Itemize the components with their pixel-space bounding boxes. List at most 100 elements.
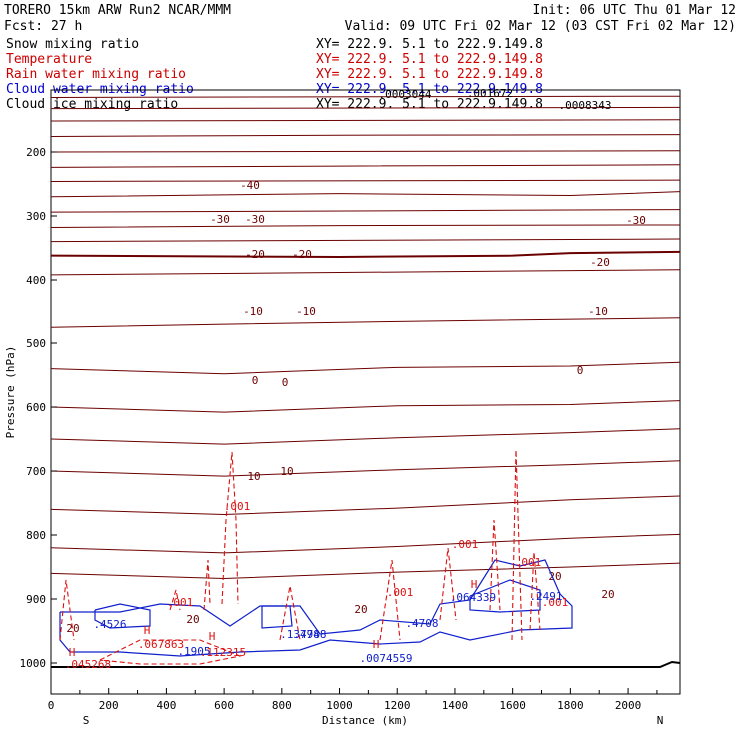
- field-range: XY= 222.9. 5.1 to 222.9.149.8: [316, 67, 543, 82]
- field-range: XY= 222.9. 5.1 to 222.9.149.8: [316, 52, 543, 67]
- cloud-water-label: .13798: [280, 628, 320, 641]
- temperature-label: -30: [210, 213, 230, 226]
- rain-contour: [529, 551, 541, 631]
- y-tick-label: 500: [26, 337, 46, 350]
- temperature-label: -10: [243, 305, 263, 318]
- cloud-water-contour: [261, 605, 293, 629]
- cloud-water-label: .2491: [529, 590, 562, 603]
- y-tick-label: 400: [26, 274, 46, 287]
- rain-contour: [99, 639, 242, 665]
- y-tick-label: 200: [26, 146, 46, 159]
- temperature-label: -30: [245, 213, 265, 226]
- field-range: XY= 222.9. 5.1 to 222.9.149.8: [316, 37, 543, 52]
- rain-label: .001: [167, 596, 194, 609]
- isotherm-line: [50, 495, 681, 516]
- header-init: Init: 06 UTC Thu 01 Mar 12: [533, 3, 737, 18]
- temperature-label: -10: [588, 305, 608, 318]
- x-axis-label: Distance (km): [322, 714, 408, 727]
- isotherm-line: [50, 400, 681, 413]
- isotherm-line: [50, 150, 681, 153]
- isotherm-line: [50, 209, 681, 213]
- isotherm-line: [50, 119, 681, 122]
- temperature-label: -40: [240, 179, 260, 192]
- isotherm-line: [50, 562, 681, 580]
- isotherm-line: [50, 250, 681, 258]
- field-legend: Snow mixing ratio XY= 222.9. 5.1 to 222.…: [6, 37, 543, 112]
- cloud-water-label: .4708: [405, 617, 438, 630]
- isotherm-line: [50, 361, 681, 375]
- ice-label: .001672: [467, 87, 513, 100]
- cloud-water-contour: [94, 603, 151, 629]
- temperature-label: 0: [577, 364, 584, 377]
- y-tick-label: 700: [26, 465, 46, 478]
- cloud-water-label: .1905: [177, 645, 210, 658]
- rain-contour: [379, 559, 401, 641]
- temperature-label: 20: [601, 588, 614, 601]
- header-valid: Valid: 09 UTC Fri 02 Mar 12 (03 CST Fri …: [345, 19, 736, 34]
- rain-label: .001: [515, 556, 542, 569]
- y-axis-label: Pressure (hPa): [4, 346, 17, 439]
- ground-surface: [51, 660, 681, 668]
- rain-label: H: [373, 638, 380, 651]
- temperature-label: 20: [548, 570, 561, 583]
- x-tick-label: 200: [99, 699, 119, 712]
- isotherm-line: [50, 460, 681, 477]
- temperature-label: 0: [282, 376, 289, 389]
- axes-group: 0 200 400 600 800 1000 1200 1400 1600 1800 2000200…: [20, 146, 658, 712]
- field-name: Temperature: [6, 52, 92, 67]
- cloud-water-label: .4748: [293, 628, 326, 641]
- x-tick-label: 1200: [384, 699, 411, 712]
- rain-label: H: [471, 578, 478, 591]
- ice-label: .0008343: [559, 99, 612, 112]
- x-tick-label: 1600: [499, 699, 526, 712]
- ice-label: .0003044: [379, 88, 432, 101]
- temperature-label: 20: [186, 613, 199, 626]
- y-tick-label: 1000: [20, 657, 47, 670]
- rain-contour: [221, 451, 239, 605]
- x-tick-label: 400: [156, 699, 176, 712]
- rain-label: H: [69, 646, 76, 659]
- rain-label: .001: [452, 538, 479, 551]
- rain-contour: [511, 449, 523, 641]
- isotherm-line: [50, 164, 681, 168]
- rain-label: .112315: [200, 646, 246, 659]
- rain-contour: [279, 585, 301, 641]
- temperature-label: -30: [626, 214, 646, 227]
- y-tick-label: 900: [26, 593, 46, 606]
- rain-label: .001: [224, 500, 251, 513]
- rain-label: .001: [387, 586, 414, 599]
- temperature-label: 10: [247, 470, 260, 483]
- x-tick-label: 1400: [442, 699, 469, 712]
- isotherm-line: [50, 134, 681, 137]
- isotherm-line: [50, 179, 681, 182]
- x-end-label-left: S: [83, 714, 90, 727]
- field-name: Snow mixing ratio: [6, 37, 139, 52]
- rain-contour: [439, 547, 457, 621]
- x-tick-label: 1800: [557, 699, 584, 712]
- header-forecast: Fcst: 27 h: [4, 19, 82, 34]
- cloud-water-label: .064339: [450, 591, 496, 604]
- rain-contour: [59, 579, 75, 641]
- y-tick-label: 800: [26, 529, 46, 542]
- isotherm-line: [50, 533, 681, 554]
- rain-contour: [169, 589, 181, 611]
- temperature-label: 10: [280, 465, 293, 478]
- temperature-label: -20: [590, 256, 610, 269]
- x-tick-label: 800: [272, 699, 292, 712]
- isotherm-line: [50, 95, 681, 98]
- x-tick-label: 1000: [326, 699, 353, 712]
- x-tick-label: 0: [48, 699, 55, 712]
- rain-label: .001: [542, 596, 569, 609]
- cloud-water-label: .4526: [93, 618, 126, 631]
- isotherm-line: [50, 238, 681, 243]
- temperature-label: -20: [245, 248, 265, 261]
- temperature-label: 0: [252, 374, 259, 387]
- field-name: Rain water mixing ratio: [6, 67, 186, 82]
- isotherm-line: [50, 191, 681, 198]
- rain-label: H: [209, 630, 216, 643]
- rain-label: H: [144, 624, 151, 637]
- isotherm-line: [50, 224, 681, 229]
- rain-label: .045268: [65, 658, 111, 671]
